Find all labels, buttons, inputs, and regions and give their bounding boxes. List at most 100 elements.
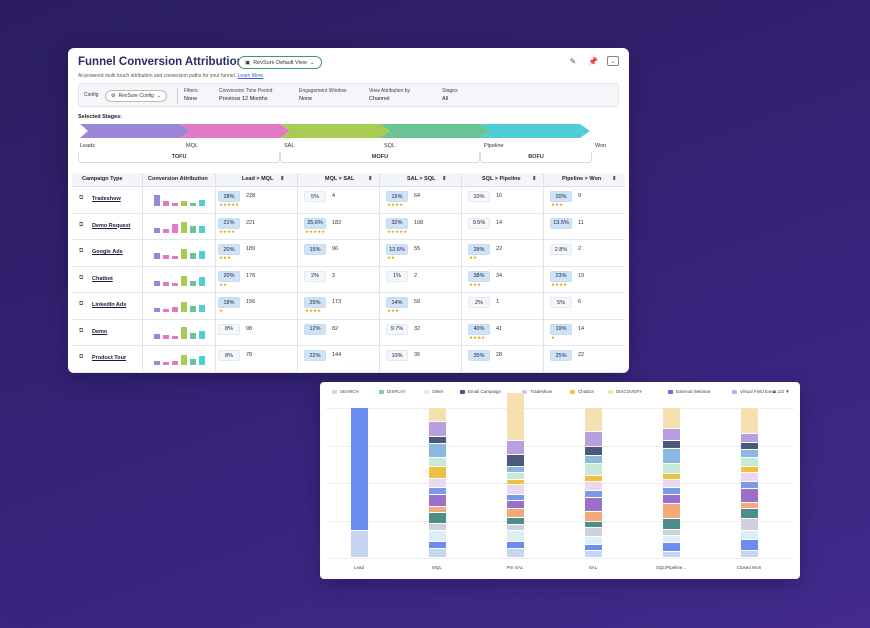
stack-segment[interactable] (740, 489, 758, 502)
stack-segment[interactable] (506, 517, 524, 525)
view-by-group[interactable]: View Attribution by Channel (369, 88, 410, 102)
stack-segment[interactable] (662, 535, 680, 543)
conversion-cell[interactable]: 8% 78 (218, 350, 298, 370)
conversion-cell[interactable]: 25% 173 ★★★★ (304, 297, 384, 317)
stack-segment[interactable] (428, 436, 446, 444)
config-select[interactable]: ⚙ RevSure Config ⌄ (105, 90, 167, 102)
external-link-icon[interactable]: ⧉ (79, 248, 84, 254)
conversion-cell[interactable]: 23% 19 ★★★★ (550, 270, 629, 291)
stack-segment[interactable] (584, 550, 602, 558)
stack-segment[interactable] (662, 495, 680, 504)
conversion-cell[interactable]: 15% 96 (304, 244, 384, 264)
stack-segment[interactable] (350, 408, 368, 531)
stack-segment[interactable] (662, 504, 680, 519)
conversion-cell[interactable]: 18% 156 ★ (218, 297, 298, 317)
stack-segment[interactable] (584, 544, 602, 550)
stack-segment[interactable] (428, 457, 446, 466)
campaign-name[interactable]: LinkedIn Ads (92, 302, 127, 308)
view-selector[interactable]: ▣ RevSure Default View ⌄ (238, 56, 322, 69)
sort-icon[interactable]: ⇕ (442, 176, 447, 182)
stack-segment[interactable] (584, 522, 602, 528)
col-header[interactable]: Lead > MQL (242, 176, 274, 182)
sort-icon[interactable]: ⇕ (612, 176, 617, 182)
stack-segment[interactable] (740, 472, 758, 481)
stack-segment[interactable] (740, 531, 758, 540)
stack-segment[interactable] (506, 531, 524, 541)
stack-segment[interactable] (584, 475, 602, 481)
col-header[interactable]: Campaign Type (82, 176, 123, 182)
legend-item[interactable]: Chatbot (570, 389, 594, 394)
legend-item[interactable]: SEARCH (332, 389, 359, 394)
stack-segment[interactable] (662, 474, 680, 480)
stack-segment[interactable] (506, 441, 524, 454)
stack-segment[interactable] (662, 487, 680, 495)
conversion-cell[interactable]: 25% 22 (550, 350, 629, 370)
stack-segment[interactable] (662, 552, 680, 558)
stack-segment[interactable] (662, 543, 680, 552)
stack-segment[interactable] (662, 529, 680, 535)
col-header[interactable]: SQL > Pipeline (482, 176, 521, 182)
legend-item[interactable]: Other (424, 389, 443, 394)
campaign-name[interactable]: Demo Request (92, 222, 131, 229)
stack-segment[interactable] (584, 498, 602, 511)
stack-segment[interactable] (506, 484, 524, 495)
stack-segment[interactable] (740, 433, 758, 442)
stack-segment[interactable] (506, 472, 524, 480)
stack-segment[interactable] (506, 454, 524, 466)
edit-icon[interactable]: ✎ (569, 56, 577, 66)
stack-segment[interactable] (584, 528, 602, 537)
stack-segment[interactable] (506, 393, 524, 441)
external-link-icon[interactable]: ⧉ (79, 327, 84, 334)
legend-item[interactable]: Tradeshow (522, 389, 552, 394)
external-link-icon[interactable]: ⧉ (79, 301, 84, 307)
filters-group[interactable]: Filters None (184, 88, 198, 102)
sort-icon[interactable]: ⇕ (280, 176, 285, 182)
stack-segment[interactable] (506, 508, 524, 517)
conversion-cell[interactable]: 12% 82 (304, 323, 384, 344)
col-header[interactable]: Pipeline > Won (562, 176, 602, 182)
stack-segment[interactable] (662, 408, 680, 429)
stack-segment[interactable] (584, 447, 602, 456)
conversion-cell[interactable]: 10% 16 (468, 191, 548, 211)
stack-segment[interactable] (428, 444, 446, 457)
conversion-cell[interactable]: 15% 64 ★★★★ (386, 191, 466, 211)
campaign-name[interactable]: Chatbot (92, 275, 113, 282)
conversion-cell[interactable]: 2% 1 (468, 297, 548, 317)
legend-item[interactable]: External Webinar (668, 389, 710, 394)
period-group[interactable]: Conversion Time Period Previous 12 Month… (219, 88, 272, 102)
campaign-name[interactable]: Tradeshow (92, 196, 121, 202)
stack-segment[interactable] (506, 525, 524, 531)
stack-segment[interactable] (740, 550, 758, 558)
stack-segment[interactable] (740, 508, 758, 519)
conversion-cell[interactable]: 2% 3 (304, 270, 384, 291)
col-header[interactable]: SAL > SQL (407, 176, 436, 182)
conversion-cell[interactable]: 38% 34 ★★★ (468, 270, 548, 291)
sort-icon[interactable]: ⇕ (532, 176, 537, 182)
legend-item[interactable]: DISCOVERY (608, 389, 642, 394)
stack-segment[interactable] (506, 480, 524, 484)
stack-segment[interactable] (584, 490, 602, 498)
conversion-cell[interactable]: 9.7% 32 (386, 323, 466, 344)
stack-segment[interactable] (662, 448, 680, 463)
stack-segment[interactable] (428, 541, 446, 549)
conversion-cell[interactable]: 20% 189 ★★★ (218, 244, 298, 264)
campaign-name[interactable]: Product Tour (92, 355, 127, 361)
external-link-icon[interactable]: ⧉ (79, 274, 84, 281)
stack-segment[interactable] (740, 502, 758, 508)
stack-segment[interactable] (428, 478, 446, 487)
stack-segment[interactable] (662, 519, 680, 529)
stack-segment[interactable] (428, 466, 446, 478)
learn-more-link[interactable]: Learn More (237, 73, 264, 79)
conversion-cell[interactable]: 40% 41 ★★★★ (468, 323, 548, 344)
pin-icon[interactable]: 📌 (588, 56, 598, 66)
conversion-cell[interactable]: 5% 6 (550, 297, 629, 317)
legend-pager[interactable]: ▲ 1/2 ▼ (772, 389, 790, 394)
stack-segment[interactable] (428, 408, 446, 421)
conversion-cell[interactable]: 12.6% 55 ★★ (386, 244, 466, 264)
conversion-cell[interactable]: 21% 221 ★★★★ (218, 217, 298, 238)
stack-segment[interactable] (506, 495, 524, 501)
conversion-cell[interactable]: 32% 108 ★★★★★ (386, 217, 466, 238)
stack-segment[interactable] (740, 450, 758, 457)
stack-segment[interactable] (662, 480, 680, 487)
campaign-name[interactable]: Demo (92, 328, 108, 335)
